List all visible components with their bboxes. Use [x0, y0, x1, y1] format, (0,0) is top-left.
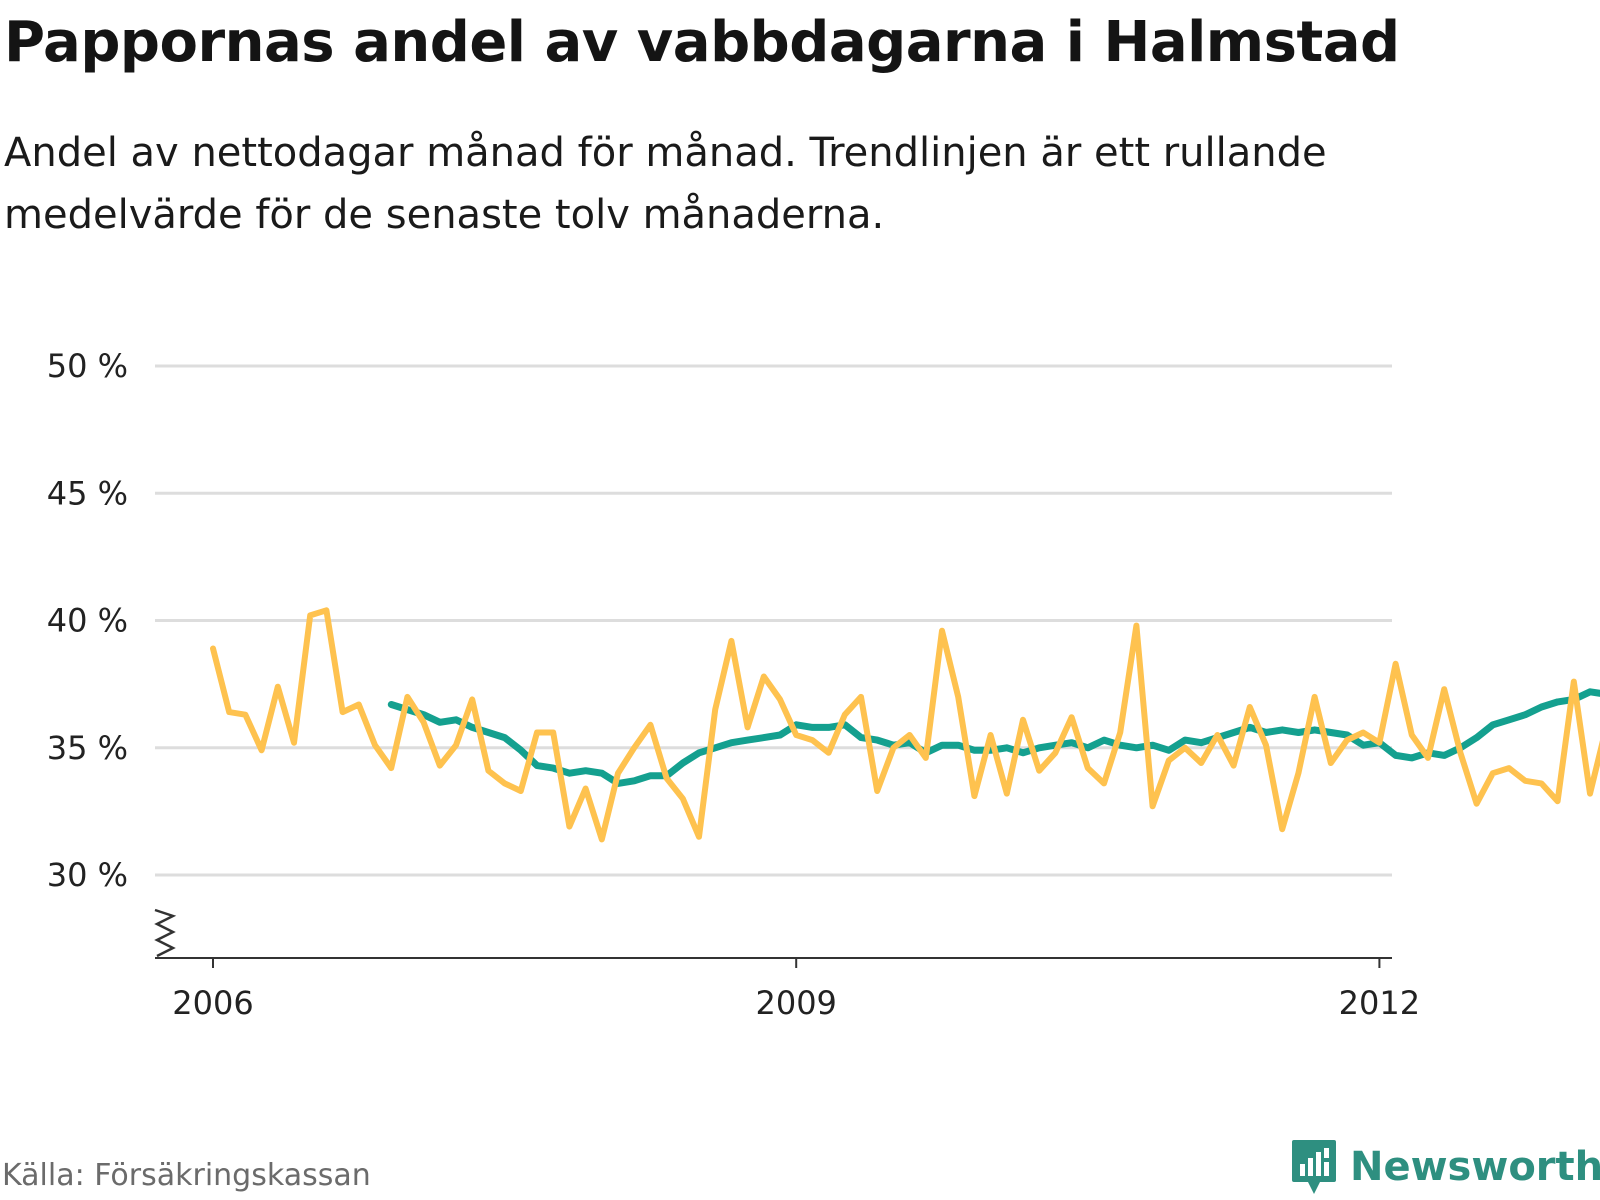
x-tick-label: 2012 [1339, 984, 1420, 1022]
y-tick-label: 30 % [47, 856, 128, 894]
y-tick-label: 50 % [47, 347, 128, 385]
brand-name: Newsworthy [1350, 1144, 1600, 1190]
trend-line [387, 688, 1600, 787]
brand: Newsworthy [1290, 1138, 1600, 1196]
source-note: Källa: Försäkringskassan [2, 1158, 371, 1193]
x-tick-label: 2009 [755, 984, 836, 1022]
x-axis [154, 908, 1392, 959]
series [210, 607, 1600, 843]
x-tick-label: 2006 [172, 984, 253, 1022]
gridlines [155, 364, 1392, 877]
chart-subtitle: Andel av nettodagar månad för månad. Tre… [4, 130, 1327, 238]
y-axis-ticks: 30 % 35 % 40 % 45 % 50 % [47, 347, 128, 894]
y-tick-label: 45 % [47, 474, 128, 512]
chart-title: Pappornas andel av vabbdagarna i Halmsta… [4, 10, 1400, 75]
newsworthy-logo-icon [1292, 1140, 1336, 1194]
axis-break-icon [154, 908, 177, 958]
y-tick-label: 40 % [47, 602, 128, 640]
x-axis-ticks: 2006200920122015201820212023 [172, 958, 1420, 1022]
monthly-line [210, 607, 1600, 843]
y-tick-label: 35 % [47, 729, 128, 767]
